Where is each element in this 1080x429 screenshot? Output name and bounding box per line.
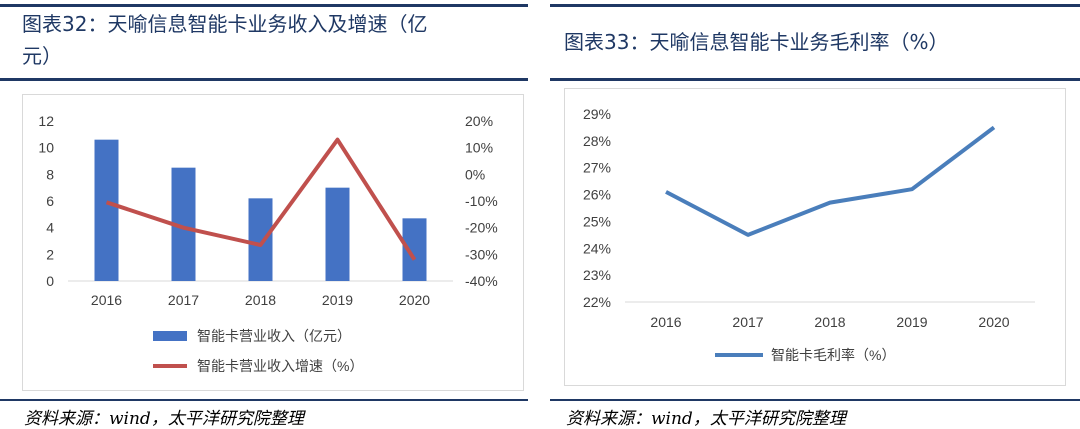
legend-swatch-revenue (153, 331, 187, 341)
x-tick-label: 2018 (245, 292, 276, 308)
left-y-tick-label: 12 (38, 113, 54, 129)
y-tick-label: 27% (583, 160, 611, 176)
left-source-note: 资料来源：wind，太平洋研究院整理 (24, 409, 304, 429)
left-y-tick-label: 0 (46, 273, 54, 289)
gross-margin-chart: 22% 23% 24% 25% 26% 27% 28% 29% 2016 2017 2018 2019… (583, 106, 1035, 363)
y-tick-label: 22% (583, 294, 611, 310)
y-tick-label: 23% (583, 267, 611, 283)
right-figure-panel: 图表33：天喻信息智能卡业务毛利率（%） 22% 23% 24% 25% 26% 27% 2… (550, 0, 1080, 429)
y-tick-label: 25% (583, 213, 611, 229)
left-y-tick-label: 10 (38, 140, 54, 156)
right-source-rule (550, 399, 1080, 401)
x-tick-label: 2020 (399, 292, 430, 308)
right-figure-title: 图表33：天喻信息智能卡业务毛利率（%） (564, 30, 949, 54)
left-y-tick-label: 6 (46, 193, 54, 209)
legend-label-growth: 智能卡营业收入增速（%） (197, 358, 363, 374)
left-figure-panel: 图表32：天喻信息智能卡业务收入及增速（亿 元） 0 2 4 6 8 10 12 -40% -3… (0, 0, 528, 429)
x-tick-label: 2017 (168, 292, 199, 308)
legend-label-margin: 智能卡毛利率（%） (771, 347, 895, 363)
left-figure-title-line2: 元） (22, 44, 62, 68)
x-tick-label: 2017 (732, 314, 763, 330)
left-source-rule (0, 399, 528, 401)
right-title-bottom-rule (550, 78, 1080, 81)
right-y-tick-label: -40% (465, 273, 498, 289)
y-tick-label: 26% (583, 187, 611, 203)
revenue-bar (94, 139, 119, 281)
x-tick-label: 2020 (978, 314, 1009, 330)
gross-margin-line (665, 125, 996, 237)
revenue-growth-chart: 0 2 4 6 8 10 12 -40% -30% -20% -10% 0% 10% 20% 2016 201… (38, 113, 498, 374)
right-y-tick-label: 0% (465, 166, 485, 182)
revenue-bar (248, 198, 273, 281)
right-y-tick-label: 10% (465, 140, 493, 156)
legend-label-revenue: 智能卡营业收入（亿元） (197, 328, 351, 344)
right-source-note: 资料来源：wind，太平洋研究院整理 (566, 409, 846, 429)
y-tick-label: 29% (583, 106, 611, 122)
right-y-tick-label: -10% (465, 193, 498, 209)
right-title-top-rule (550, 4, 1080, 7)
left-y-tick-label: 2 (46, 246, 54, 262)
revenue-bar (325, 187, 350, 281)
growth-rate-line (105, 137, 417, 261)
left-title-bottom-rule (0, 78, 528, 81)
left-title-top-rule (0, 4, 528, 7)
x-tick-label: 2016 (91, 292, 122, 308)
x-tick-label: 2016 (650, 314, 681, 330)
x-tick-label: 2019 (896, 314, 927, 330)
y-tick-label: 24% (583, 240, 611, 256)
y-tick-label: 28% (583, 133, 611, 149)
right-y-tick-label: 20% (465, 113, 493, 129)
right-y-tick-label: -30% (465, 246, 498, 262)
x-tick-label: 2019 (322, 292, 353, 308)
left-y-tick-label: 8 (46, 166, 54, 182)
right-chart-frame: 22% 23% 24% 25% 26% 27% 28% 29% 2016 2017 2018 2019… (564, 88, 1066, 386)
x-tick-label: 2018 (814, 314, 845, 330)
left-figure-title-line1: 图表32：天喻信息智能卡业务收入及增速（亿 (22, 12, 428, 36)
left-chart-frame: 0 2 4 6 8 10 12 -40% -30% -20% -10% 0% 10% 20% 2016 201… (22, 94, 524, 391)
left-y-tick-label: 4 (46, 220, 54, 236)
right-y-tick-label: -20% (465, 220, 498, 236)
